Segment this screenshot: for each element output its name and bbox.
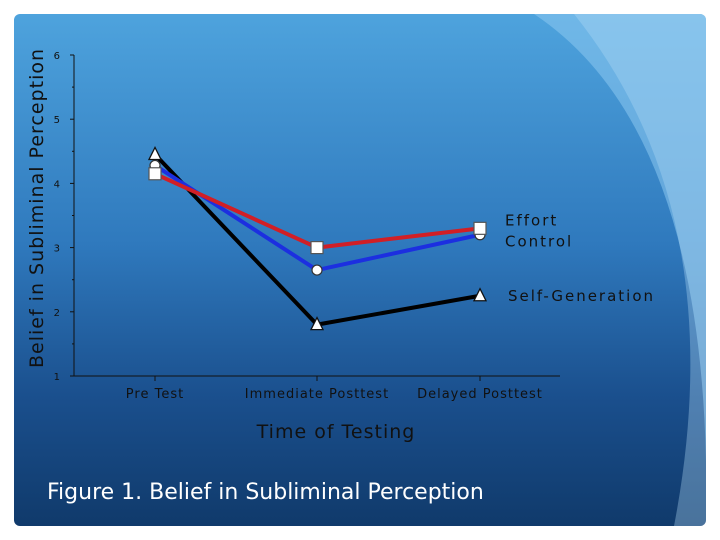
data-point-circle	[311, 264, 323, 276]
series-layer	[147, 146, 488, 331]
y-tick-label: 2	[54, 308, 60, 319]
data-point-square	[473, 221, 487, 235]
legend-label: Self-Generation	[508, 287, 655, 305]
data-point-triangle	[472, 287, 488, 302]
y-axis: 1 2 3 4 5 6	[54, 51, 75, 383]
y-tick-label: 1	[54, 372, 60, 383]
y-axis-title: Belief in Subliminal Perception	[26, 48, 48, 368]
x-axis-title: Time of Testing	[256, 421, 416, 443]
decor-swoosh-pale	[574, 14, 706, 526]
data-point-triangle	[147, 146, 163, 161]
y-tick-label: 4	[54, 179, 60, 190]
slide-decoration	[534, 14, 706, 526]
legend-label: Effort	[505, 211, 558, 229]
series-line	[153, 163, 481, 273]
decor-swoosh-light	[534, 14, 706, 526]
legend: Effort Control Self-Generation	[505, 211, 655, 305]
data-point-triangle	[309, 316, 325, 331]
figure-caption: Figure 1. Belief in Subliminal Perceptio…	[47, 480, 484, 505]
y-tick-label: 3	[54, 244, 60, 255]
series-line	[154, 171, 481, 250]
y-tick-label: 5	[54, 115, 60, 126]
legend-label: Control	[505, 232, 573, 250]
x-tick-label: Immediate Posttest	[245, 387, 389, 402]
slide-background	[14, 14, 706, 526]
x-tick-label: Delayed Posttest	[417, 387, 543, 402]
y-tick-label: 6	[54, 51, 60, 62]
data-point-square	[310, 241, 324, 255]
x-axis: Pre Test Immediate Posttest Delayed Postte…	[74, 375, 560, 402]
data-point-square	[148, 167, 162, 181]
x-tick-label: Pre Test	[126, 387, 184, 402]
series-line	[153, 153, 481, 327]
